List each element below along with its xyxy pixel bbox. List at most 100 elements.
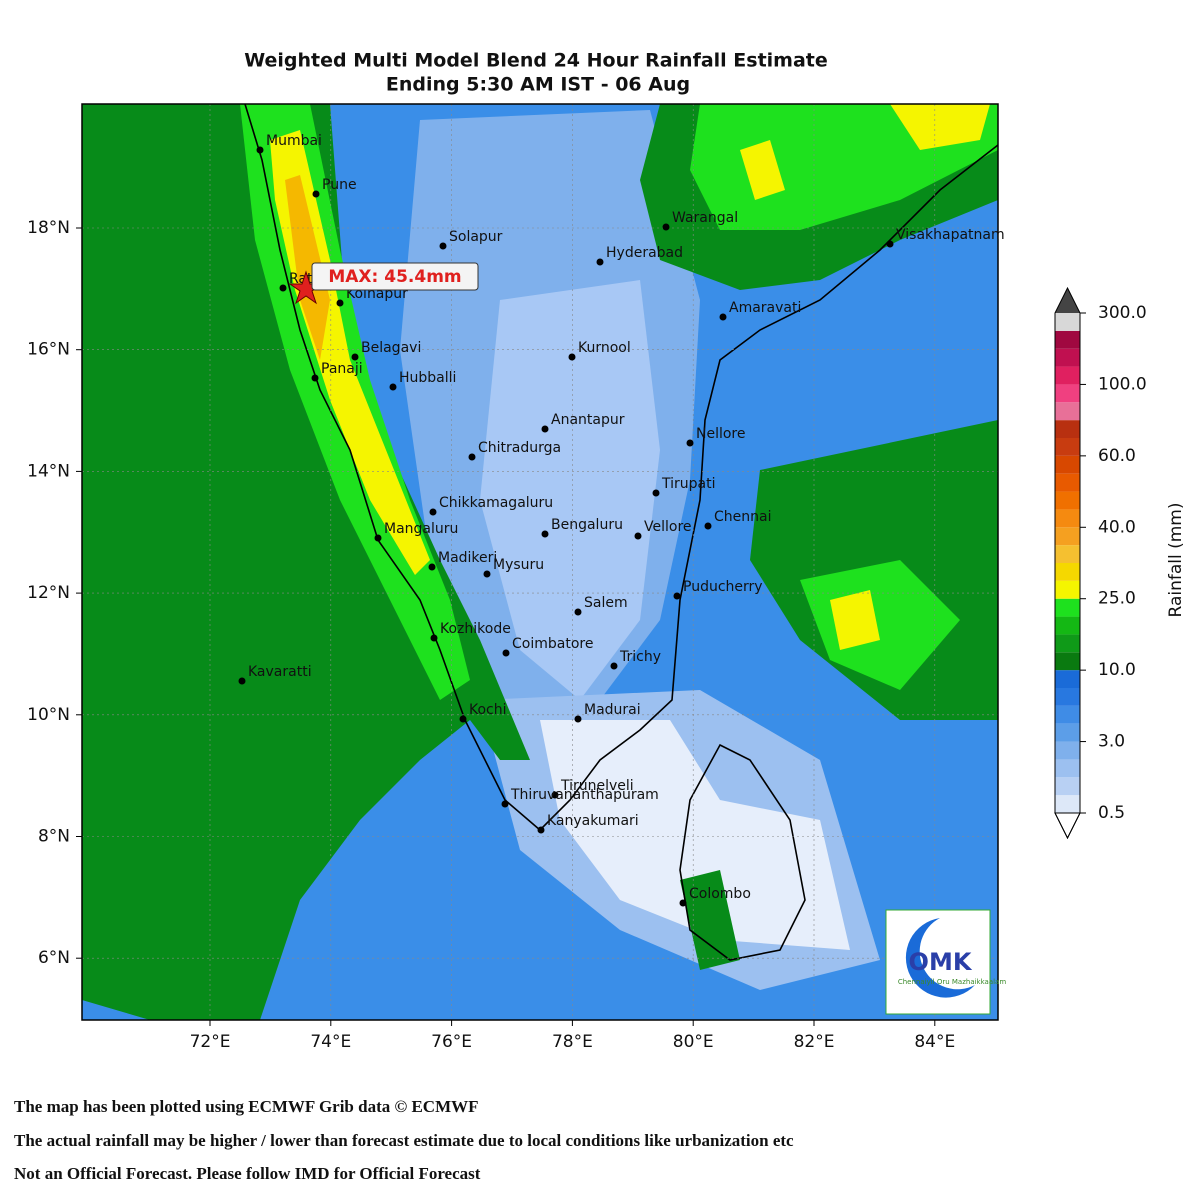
colorbar-swatch	[1055, 777, 1080, 796]
colorbar-swatch	[1055, 598, 1080, 617]
city-dot	[439, 242, 447, 250]
colorbar-swatch	[1055, 384, 1080, 403]
colorbar-swatch	[1055, 545, 1080, 563]
city-label: Panaji	[321, 361, 363, 377]
colorbar-label: 300.0	[1098, 303, 1147, 323]
city-dot	[719, 313, 727, 321]
city-label: Mysuru	[493, 557, 544, 573]
grid	[76, 104, 998, 1026]
city-dot	[574, 608, 582, 616]
colorbar-swatch	[1055, 688, 1080, 706]
city-dot	[652, 489, 660, 497]
city-label: Salem	[584, 595, 628, 611]
city-label: Chitradurga	[478, 440, 561, 456]
city-label: Amaravati	[729, 300, 801, 316]
colorbar: 300.0 100.0 60.0 40.0 25.0 10.0 3.0 0.5	[1054, 286, 1147, 840]
colorbar-label: 60.0	[1098, 446, 1136, 466]
colorbar-swatch	[1055, 795, 1080, 813]
footer-line: Not an Official Forecast. Please follow …	[14, 1164, 481, 1183]
colorbar-swatch	[1055, 402, 1080, 421]
colorbar-label: 25.0	[1098, 589, 1136, 609]
city-dot	[312, 190, 320, 198]
city-label: Visakhapatnam	[896, 227, 1005, 243]
city-dot	[311, 374, 319, 382]
y-tick-label: 12°N	[27, 583, 70, 603]
city-dot	[430, 634, 438, 642]
y-tick-label: 16°N	[27, 340, 70, 360]
city-dot	[704, 522, 712, 530]
city-label: Vellore	[644, 519, 692, 535]
city-label: Tirunelveli	[560, 778, 634, 794]
cities: Mumbai Pune Solapur Warangal Visakhapatnam Hy…	[238, 133, 1005, 907]
city-dot	[459, 715, 467, 723]
city-label: Nellore	[696, 426, 746, 442]
colorbar-title: Rainfall (mm)	[1166, 503, 1186, 618]
colorbar-swatch	[1055, 455, 1080, 474]
city-dot	[596, 258, 604, 266]
city-dot	[468, 453, 476, 461]
city-label: Kanyakumari	[547, 813, 639, 829]
city-dot	[679, 899, 687, 907]
city-dot	[634, 532, 642, 540]
colorbar-swatch	[1055, 420, 1080, 438]
x-tick-label: 78°E	[552, 1032, 593, 1052]
city-dot	[428, 563, 436, 571]
max-box	[311, 262, 479, 291]
colorbar-swatch	[1055, 634, 1080, 653]
city-label: Pune	[322, 177, 357, 193]
city-dot	[886, 240, 894, 248]
colorbar-swatch	[1055, 509, 1080, 528]
city-label: Colombo	[689, 886, 751, 902]
city-label: Coimbatore	[512, 636, 593, 652]
colorbar-swatch	[1055, 348, 1080, 367]
x-tick-label: 80°E	[673, 1032, 714, 1052]
colorbar-swatch	[1055, 438, 1080, 456]
colorbar-swatch	[1055, 616, 1080, 635]
city-dot	[483, 570, 491, 578]
city-label: Warangal	[672, 210, 738, 226]
city-dot	[568, 353, 576, 361]
rain-field	[82, 104, 998, 1020]
colorbar-swatch	[1055, 330, 1080, 349]
city-label: Tirupati	[661, 476, 715, 492]
y-tick-label: 8°N	[38, 827, 70, 847]
y-tick-label: 14°N	[27, 461, 70, 481]
colorbar-swatch	[1055, 652, 1080, 671]
city-dot	[541, 530, 549, 538]
city-dot	[537, 826, 545, 834]
max-label: MAX: 45.4mm	[328, 267, 461, 287]
colorbar-label: 3.0	[1098, 732, 1125, 752]
colorbar-swatch	[1055, 473, 1080, 492]
colorbar-swatch	[1055, 527, 1080, 546]
logo-moon	[905, 918, 975, 998]
city-label: Belagavi	[361, 340, 421, 356]
city-label: Hyderabad	[606, 245, 683, 261]
title: Weighted Multi Model Blend 24 Hour Rainf…	[244, 50, 828, 72]
city-label: Madurai	[584, 702, 641, 718]
footer-line: The map has been plotted using ECMWF Gri…	[14, 1097, 479, 1116]
x-tick-label: 82°E	[794, 1032, 835, 1052]
colorbar-label: 100.0	[1098, 374, 1147, 394]
colorbar-label: 40.0	[1098, 517, 1136, 537]
colorbar-extend-bottom	[1054, 812, 1081, 840]
city-label: Kochi	[469, 702, 507, 718]
city-label: Kozhikode	[440, 621, 511, 637]
city-dot	[351, 353, 359, 361]
y-tick-label: 18°N	[27, 218, 70, 238]
city-label: Madikeri	[438, 550, 497, 566]
city-dot	[610, 662, 618, 670]
subtitle: Ending 5:30 AM IST - 06 Aug	[386, 74, 690, 96]
y-tick-label: 6°N	[38, 948, 70, 968]
city-label: Mangaluru	[384, 521, 458, 537]
city-dot	[541, 425, 549, 433]
logo-name: OMK	[909, 948, 973, 976]
city-label: Kurnool	[578, 340, 631, 356]
coastline	[244, 104, 998, 961]
x-tick-label: 72°E	[190, 1032, 231, 1052]
city-dot	[501, 800, 509, 808]
footer-line: The actual rainfall may be higher / lowe…	[14, 1131, 794, 1150]
city-dot	[502, 649, 510, 657]
city-label: Kavaratti	[248, 664, 312, 680]
x-tick-label: 76°E	[431, 1032, 472, 1052]
city-label: Solapur	[449, 229, 503, 245]
